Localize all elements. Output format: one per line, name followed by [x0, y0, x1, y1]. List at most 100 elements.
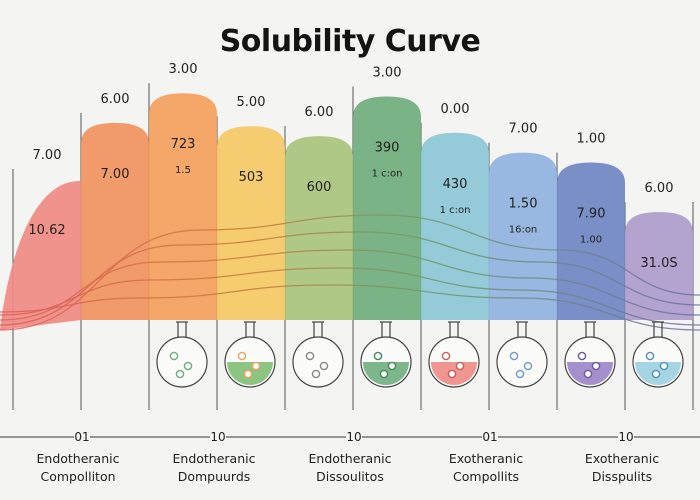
flask-bubble: [591, 361, 601, 371]
column-value-label: 390: [375, 141, 400, 156]
flask-neck: [245, 322, 255, 339]
category-label: Endotheranic Compolliton: [8, 450, 148, 486]
flask-icon: [156, 321, 208, 388]
column-value-label: 16:on: [509, 225, 538, 236]
solubility-curve: [0, 284, 700, 331]
column-area: [353, 96, 421, 320]
column-top-label: 1.00: [577, 132, 606, 147]
x-tick-bg: [618, 430, 634, 444]
flask-neck: [177, 322, 187, 339]
category-label-line: Compollits: [453, 469, 519, 484]
chart-title: Solubility Curve: [219, 24, 481, 59]
flask-bubble: [311, 369, 321, 379]
x-tick-label: 01: [74, 430, 89, 444]
column-area: [217, 126, 285, 320]
flask-neck: [653, 322, 663, 339]
column-area: [557, 162, 625, 320]
flask-icon: [224, 321, 276, 388]
column-value-label: 10.62: [28, 223, 65, 238]
solubility-column: 6.00 600: [285, 105, 353, 320]
flask-bubble: [175, 369, 185, 379]
solubility-column: 6.00 31.0S: [625, 181, 693, 320]
category-label-line: Compolliton: [40, 469, 116, 484]
flask-neck: [313, 322, 323, 339]
category-label: Exotheranic Disspulits: [552, 450, 692, 486]
column-area: [489, 152, 557, 320]
flask-bubble: [651, 369, 661, 379]
solubility-column: 6.00 7.00: [81, 92, 149, 321]
category-label-line: Dompuurds: [177, 469, 251, 484]
flask-bubble: [237, 351, 247, 361]
x-tick-label: 10: [210, 430, 225, 444]
category-label: Exotheranic Compollits: [416, 450, 556, 486]
column-top-label: 3.00: [169, 62, 198, 77]
column-value-label: 723: [171, 137, 196, 152]
x-tick-bg: [210, 430, 226, 444]
category-label-line: Endotheranic: [172, 451, 256, 466]
column-area: [0, 180, 81, 330]
column-value-label: 1 c:on: [372, 169, 403, 180]
flask-neck: [381, 322, 391, 339]
solubility-curve: [0, 231, 700, 326]
column-top-label: 7.00: [33, 148, 62, 163]
solubility-curve: [0, 214, 700, 331]
flask-body: [496, 336, 548, 388]
flask-bubble: [441, 351, 451, 361]
x-tick-label: 01: [482, 430, 497, 444]
solubility-column: 0.00 430 1 c:on: [421, 102, 489, 320]
flask-bubble: [387, 361, 397, 371]
solubility-column: 3.00 390 1 c:on: [353, 66, 421, 320]
category-label-line: Endotheranic: [36, 451, 120, 466]
solubility-curve: [0, 249, 700, 321]
flask-bubble: [509, 351, 519, 361]
column-area: [81, 122, 149, 321]
flask-bubble: [659, 361, 669, 371]
column-top-label: 6.00: [645, 181, 674, 196]
column-value-label: 7.90: [577, 207, 606, 222]
flask-bubble: [183, 361, 193, 371]
solubility-column: 7.00 10.62: [0, 148, 81, 330]
category-label: Endotheranic Dissoulitos: [280, 450, 420, 486]
flask-icon: [428, 321, 480, 388]
flask-bubble: [447, 369, 457, 379]
x-tick-bg: [482, 430, 498, 444]
flask-bubble: [305, 351, 315, 361]
flask-bubble: [169, 351, 179, 361]
column-value-label: 1 c:on: [440, 205, 471, 216]
category-label: Endotheranic Dompuurds: [144, 450, 284, 486]
column-value-label: 503: [239, 170, 264, 185]
flask-neck: [585, 322, 595, 339]
flask-bubble: [319, 361, 329, 371]
column-top-label: 3.00: [373, 66, 402, 81]
flask-bubble: [373, 351, 383, 361]
x-tick-label: 10: [346, 430, 361, 444]
flask-icon: [564, 321, 616, 388]
column-value-label: 31.0S: [640, 256, 677, 271]
column-area: [285, 136, 353, 320]
flask-icon: [292, 321, 344, 388]
category-label-line: Dissoulitos: [316, 469, 384, 484]
solubility-curve: [0, 267, 700, 326]
flask-icon: [360, 321, 412, 388]
category-label-line: Endotheranic: [308, 451, 392, 466]
column-value-label: 1.5: [175, 165, 191, 176]
flask-neck: [517, 322, 527, 339]
flask-icon: [496, 321, 548, 388]
category-label-line: Disspulits: [591, 469, 653, 484]
flask-body: [292, 336, 344, 388]
x-tick-bg: [74, 430, 90, 444]
flask-neck: [449, 322, 459, 339]
x-tick-label: 10: [618, 430, 633, 444]
category-label-line: Exotheranic: [584, 451, 660, 466]
category-label-line: Exotheranic: [448, 451, 524, 466]
flask-bubble: [577, 351, 587, 361]
flask-bubble: [455, 361, 465, 371]
solubility-column: 1.00 7.90 1.00: [557, 132, 625, 320]
column-top-label: 6.00: [305, 105, 334, 120]
column-value-label: 1.50: [509, 197, 538, 212]
column-area: [149, 93, 217, 320]
column-value-label: 430: [443, 177, 468, 192]
flask-bubble: [645, 351, 655, 361]
flask-bubble: [251, 361, 261, 371]
